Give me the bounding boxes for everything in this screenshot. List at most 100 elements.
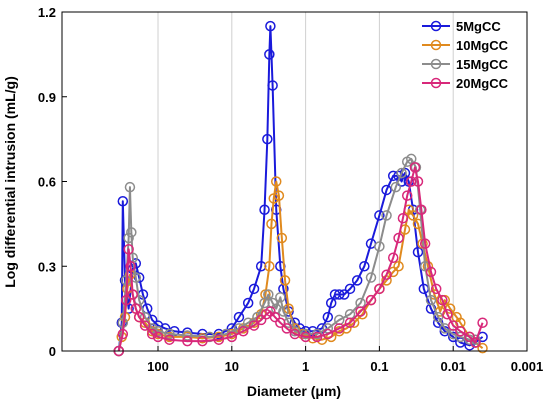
data-point [242, 317, 254, 328]
data-point [213, 334, 225, 345]
data-point [338, 289, 350, 300]
data-point [269, 311, 281, 323]
data-point [425, 266, 437, 278]
data-point [255, 261, 267, 272]
data-point [470, 334, 481, 345]
series-line [117, 166, 484, 352]
data-point [259, 204, 270, 215]
y-tick-label: 1.2 [38, 5, 56, 20]
series-5MgCC [113, 20, 488, 357]
data-point [289, 328, 301, 340]
data-point [275, 317, 286, 328]
legend: 5MgCC 10MgCC 15MgCC 20MgCC [422, 19, 509, 91]
data-point [276, 232, 288, 244]
data-point [365, 294, 377, 306]
series-layer [113, 20, 488, 357]
series-line [117, 25, 484, 352]
data-point [399, 167, 411, 179]
data-point [437, 294, 448, 306]
data-point [412, 176, 424, 187]
data-point [281, 323, 293, 334]
data-point [447, 320, 459, 331]
y-tick-label: 0.3 [38, 259, 56, 274]
x-axis-title: Diameter (μm) [247, 383, 341, 399]
series-line [117, 180, 484, 352]
legend-label: 15MgCC [456, 57, 509, 72]
series-20MgCC [113, 162, 488, 357]
data-point [406, 176, 417, 187]
legend-label: 20MgCC [456, 76, 509, 91]
x-tick-label: 0.1 [370, 359, 388, 374]
data-point [267, 80, 278, 91]
data-point [152, 325, 164, 337]
data-point [259, 297, 270, 309]
data-point [470, 337, 481, 348]
data-point [359, 261, 370, 272]
data-point [464, 334, 475, 345]
data-point [419, 238, 431, 249]
data-point [273, 190, 285, 201]
data-point [164, 334, 175, 345]
data-point [381, 269, 392, 280]
data-point [374, 210, 385, 221]
data-point [387, 252, 399, 264]
y-tick-label: 0.9 [38, 90, 56, 105]
legend-label: 5MgCC [456, 19, 501, 34]
data-point [233, 311, 245, 323]
data-point [393, 261, 404, 272]
x-tick-label: 100 [147, 359, 169, 374]
data-point [409, 162, 421, 173]
data-point [334, 323, 345, 334]
data-point [283, 303, 294, 314]
data-point [248, 320, 260, 331]
x-tick-label: 1 [302, 359, 309, 374]
data-point [477, 317, 488, 328]
data-point [182, 330, 193, 341]
data-point [311, 328, 323, 340]
data-point [374, 241, 385, 252]
data-point [393, 232, 404, 244]
data-point [125, 261, 136, 272]
data-point [133, 311, 145, 323]
data-point [334, 289, 345, 300]
legend-swatch-marker [430, 58, 442, 70]
data-point [406, 153, 417, 165]
data-point [432, 311, 444, 323]
data-point [133, 272, 145, 283]
data-point [255, 314, 267, 326]
data-point [120, 294, 132, 306]
data-point [117, 328, 129, 340]
data-point [275, 292, 286, 303]
data-point [266, 218, 277, 230]
data-point [264, 261, 275, 272]
data-point [262, 133, 273, 145]
data-point [351, 275, 363, 286]
legend-swatch-marker [430, 39, 442, 51]
data-point [311, 331, 323, 343]
vertical-gridlines [157, 12, 454, 351]
data-point [164, 331, 175, 343]
x-tick-label: 0.001 [511, 359, 544, 374]
data-point [226, 331, 238, 343]
data-point [127, 289, 138, 300]
data-point [397, 212, 409, 224]
data-point [322, 323, 334, 334]
y-axis-title: Log differential intrusion (mL/g) [2, 76, 18, 288]
axis-ticks: 100 10 1 0.1 0.01 0.001 0 0.3 0.6 0.9 1.2 [38, 5, 543, 374]
legend-swatch-marker [430, 77, 442, 89]
x-tick-label: 10 [225, 359, 239, 374]
data-point [464, 331, 475, 343]
data-point [300, 331, 311, 343]
data-point [390, 181, 402, 193]
y-tick-label: 0.6 [38, 175, 56, 190]
data-point [407, 210, 419, 221]
data-point [248, 283, 260, 295]
data-point [197, 335, 208, 347]
data-point [401, 190, 413, 201]
data-point [124, 181, 136, 193]
data-point [182, 335, 193, 347]
data-point [268, 193, 280, 204]
legend-swatch-marker [430, 20, 442, 32]
data-point [412, 246, 424, 258]
